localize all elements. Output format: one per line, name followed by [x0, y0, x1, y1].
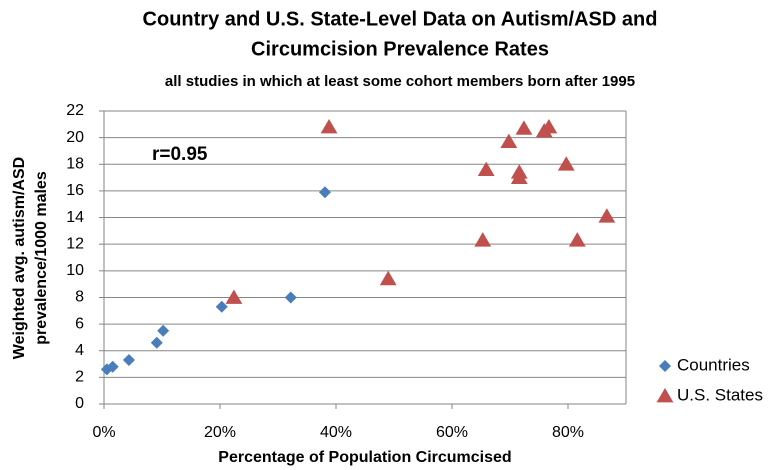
- point: [598, 208, 616, 223]
- chart-title: Circumcision Prevalence Rates: [251, 38, 549, 60]
- y-tick-label: 20: [66, 129, 84, 146]
- chart-subtitle: all studies in which at least some cohor…: [165, 73, 635, 90]
- legend-label: U.S. States: [677, 385, 763, 404]
- point: [225, 289, 243, 304]
- point: [540, 118, 558, 134]
- legend-marker: [656, 388, 674, 403]
- y-tick-label: 18: [66, 155, 84, 172]
- legend-label: Countries: [677, 355, 750, 374]
- chart-title: Country and U.S. State-Level Data on Aut…: [143, 8, 658, 30]
- point: [500, 133, 518, 149]
- point: [474, 232, 492, 247]
- y-tick-label: 22: [66, 102, 84, 119]
- point: [122, 354, 135, 367]
- point: [150, 336, 163, 349]
- point: [477, 161, 495, 176]
- point: [557, 156, 575, 171]
- y-tick-label: 6: [75, 315, 84, 332]
- point: [106, 360, 119, 373]
- x-axis-title: Percentage of Population Circumcised: [218, 449, 511, 466]
- point: [510, 169, 528, 184]
- y-tick-label: 0: [75, 395, 84, 412]
- point: [157, 324, 170, 337]
- y-tick-label: 10: [66, 262, 84, 279]
- x-tick-label: 80%: [552, 424, 584, 441]
- y-tick-label: 14: [66, 209, 84, 226]
- y-axis-title: prevalence/1000 males: [33, 171, 50, 345]
- y-tick-label: 2: [75, 369, 84, 386]
- x-tick-label: 40%: [320, 424, 352, 441]
- annotation: r=0.95: [152, 144, 208, 165]
- legend-marker: [659, 360, 671, 372]
- y-tick-label: 4: [75, 342, 84, 359]
- y-axis-title: Weighted avg. autism/ASD: [11, 157, 28, 359]
- y-tick-label: 16: [66, 182, 84, 199]
- x-tick-label: 20%: [204, 424, 236, 441]
- point: [284, 291, 297, 304]
- point: [515, 120, 533, 135]
- x-tick-label: 60%: [436, 424, 468, 441]
- point: [379, 270, 397, 286]
- y-tick-label: 12: [66, 235, 84, 252]
- point: [320, 118, 338, 134]
- point: [318, 186, 331, 199]
- y-tick-label: 8: [75, 289, 84, 306]
- point: [568, 232, 586, 247]
- x-tick-label: 0%: [92, 424, 115, 441]
- point: [215, 300, 228, 313]
